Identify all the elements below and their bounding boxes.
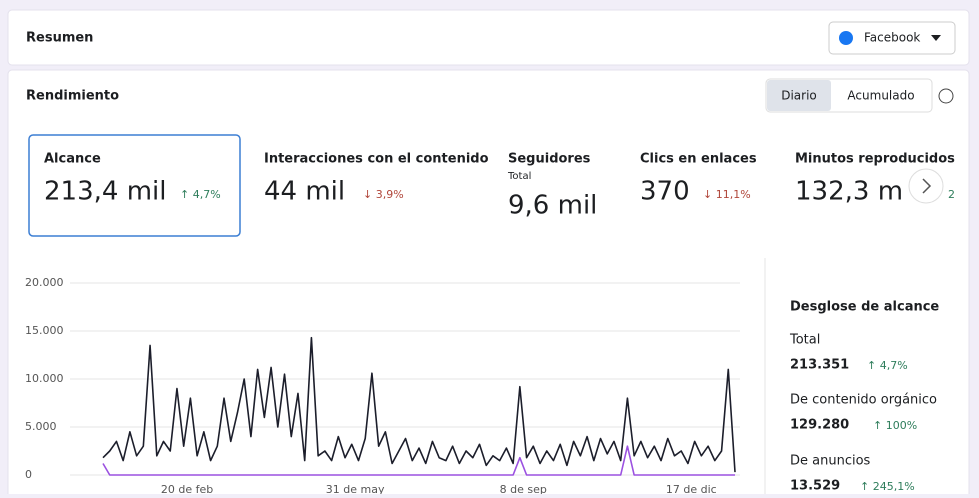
metric-value: 44 mil bbox=[264, 177, 345, 207]
chart: 0 5.000 10.000 15.000 20.000 20 de feb 31 de m… bbox=[25, 276, 740, 496]
x-tick-label: 8 de sep bbox=[500, 483, 547, 494]
series-line bbox=[102, 336, 736, 473]
metric-value: 9,6 mil bbox=[508, 191, 597, 221]
breakdown-change: ↑ 4,7% bbox=[867, 359, 908, 372]
metric-label: Seguidores bbox=[508, 152, 591, 167]
metric-label: Minutos reproducidos bbox=[795, 152, 955, 167]
platform-dropdown[interactable] bbox=[828, 21, 956, 55]
breakdown-value: 129.280 bbox=[790, 418, 849, 433]
metric-value: 370 bbox=[640, 177, 690, 207]
metric-change: ↓ 11,1% bbox=[703, 188, 751, 201]
x-tick-label: 20 de feb bbox=[161, 483, 213, 494]
metric-label: Interacciones con el contenido bbox=[264, 152, 489, 167]
metric-value: 132,3 m bbox=[795, 177, 903, 207]
metric-change: 2 bbox=[948, 188, 955, 201]
metric-value: 213,4 mil bbox=[44, 177, 166, 207]
next-arrow bbox=[922, 178, 932, 194]
y-tick-label: 5.000 bbox=[25, 420, 57, 433]
breakdown-title: Desglose de alcance bbox=[790, 300, 939, 315]
x-tick-label: 17 de dic bbox=[666, 483, 717, 494]
metric-sublabel: Total bbox=[507, 171, 531, 182]
facebook-icon bbox=[839, 31, 853, 45]
metric-label: Clics en enlaces bbox=[640, 152, 757, 167]
breakdown-value: 13.529 bbox=[790, 479, 840, 494]
series-line bbox=[102, 445, 735, 476]
metric-selected[interactable] bbox=[28, 134, 241, 237]
breakdown-value: 213.351 bbox=[790, 358, 849, 373]
toggle-active[interactable] bbox=[767, 80, 831, 111]
x-tick-label: 31 de may bbox=[326, 483, 385, 494]
performance-card bbox=[7, 69, 970, 498]
metric-label: Alcance bbox=[44, 152, 101, 167]
toggle-daily[interactable]: Diario bbox=[781, 89, 817, 103]
breakdown-label: Total bbox=[789, 333, 820, 348]
platform-label[interactable]: Facebook bbox=[864, 31, 920, 45]
caret bbox=[931, 35, 941, 41]
breakdown-label: De contenido orgánico bbox=[790, 393, 937, 408]
breakdown-label: De anuncios bbox=[790, 454, 871, 469]
summary-title: Resumen bbox=[26, 31, 93, 46]
y-tick-label: 15.000 bbox=[25, 324, 64, 337]
y-tick-label: 20.000 bbox=[25, 276, 64, 289]
breakdown-change: ↑ 100% bbox=[873, 419, 917, 432]
y-tick-label: 0 bbox=[25, 468, 32, 481]
metric-change: ↓ 3,9% bbox=[363, 188, 404, 201]
performance-title: Rendimiento bbox=[26, 89, 119, 104]
metric-change: ↑ 4,7% bbox=[180, 188, 221, 201]
toggle-cumulative[interactable]: Acumulado bbox=[847, 89, 914, 103]
y-tick-label: 10.000 bbox=[25, 372, 64, 385]
summary-card bbox=[7, 9, 970, 66]
info-icon[interactable] bbox=[938, 88, 954, 104]
next-button[interactable] bbox=[908, 168, 944, 204]
breakdown-change: ↑ 245,1% bbox=[860, 480, 915, 493]
